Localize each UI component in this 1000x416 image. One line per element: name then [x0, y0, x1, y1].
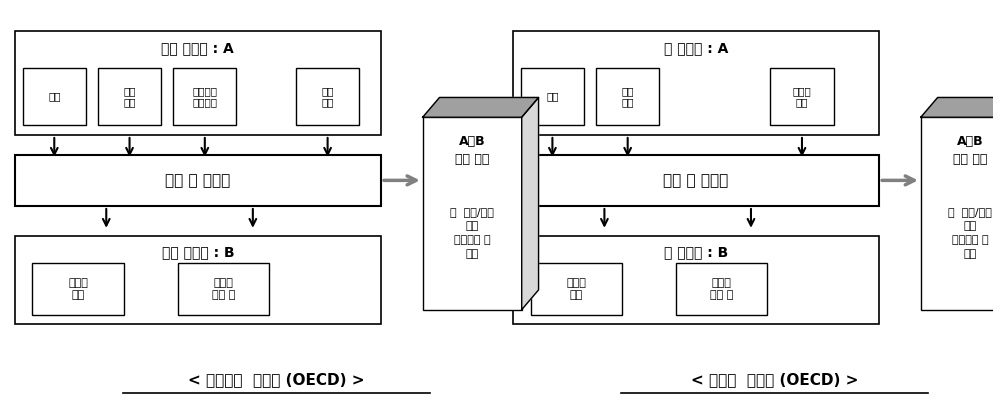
Polygon shape [522, 97, 539, 310]
FancyBboxPatch shape [521, 68, 584, 125]
FancyBboxPatch shape [15, 235, 381, 324]
Text: 사료작
물과 풀: 사료작 물과 풀 [212, 278, 235, 300]
FancyBboxPatch shape [15, 155, 381, 206]
FancyBboxPatch shape [423, 117, 522, 310]
FancyBboxPatch shape [513, 155, 879, 206]
Text: 가축
분뇨: 가축 분뇨 [621, 86, 634, 107]
Polygon shape [921, 97, 1000, 117]
FancyBboxPatch shape [173, 68, 236, 125]
Text: 지역 내 농경지: 지역 내 농경지 [165, 173, 230, 188]
FancyBboxPatch shape [770, 68, 834, 125]
Text: 생물학적
질소고정: 생물학적 질소고정 [192, 86, 217, 107]
FancyBboxPatch shape [178, 263, 269, 314]
FancyBboxPatch shape [98, 68, 161, 125]
Text: 대기
침적: 대기 침적 [321, 86, 334, 107]
Text: < 인수지  개념도 (OECD) >: < 인수지 개념도 (OECD) > [691, 372, 858, 387]
FancyBboxPatch shape [23, 68, 86, 125]
Text: 가축
분뇨: 가축 분뇨 [123, 86, 136, 107]
Text: 질소 투입량 : A: 질소 투입량 : A [161, 41, 234, 55]
Text: 인 산출량 : B: 인 산출량 : B [664, 245, 728, 260]
FancyBboxPatch shape [921, 117, 1000, 310]
Polygon shape [423, 97, 539, 117]
Text: A－B
양분 수지: A－B 양분 수지 [953, 135, 988, 166]
FancyBboxPatch shape [32, 263, 124, 314]
Text: 파종과
식재: 파종과 식재 [793, 86, 811, 107]
Text: 이  흑자/적자
분은
다음으로 배
출됨: 이 흑자/적자 분은 다음으로 배 출됨 [450, 207, 494, 259]
Text: 판매용
작물: 판매용 작물 [68, 278, 88, 300]
Text: 질소 산출량 : B: 질소 산출량 : B [162, 245, 234, 260]
FancyBboxPatch shape [596, 68, 659, 125]
Text: 비료: 비료 [48, 92, 61, 102]
Text: 지역 내 농경지: 지역 내 농경지 [663, 173, 729, 188]
FancyBboxPatch shape [676, 263, 767, 314]
Text: 인 투입량 : A: 인 투입량 : A [664, 41, 728, 55]
FancyBboxPatch shape [531, 263, 622, 314]
FancyBboxPatch shape [513, 31, 879, 135]
Text: < 질소수지  개념도 (OECD) >: < 질소수지 개념도 (OECD) > [188, 372, 365, 387]
Text: 사료작
물과 풀: 사료작 물과 풀 [710, 278, 733, 300]
FancyBboxPatch shape [15, 31, 381, 135]
Text: 비료: 비료 [546, 92, 559, 102]
Text: 이  흑자/적자
분은
다음으로 배
출됨: 이 흑자/적자 분은 다음으로 배 출됨 [948, 207, 992, 259]
Text: A－B
양분 수지: A－B 양분 수지 [455, 135, 489, 166]
FancyBboxPatch shape [296, 68, 359, 125]
Text: 판매용
작물: 판매용 작물 [566, 278, 586, 300]
FancyBboxPatch shape [513, 235, 879, 324]
